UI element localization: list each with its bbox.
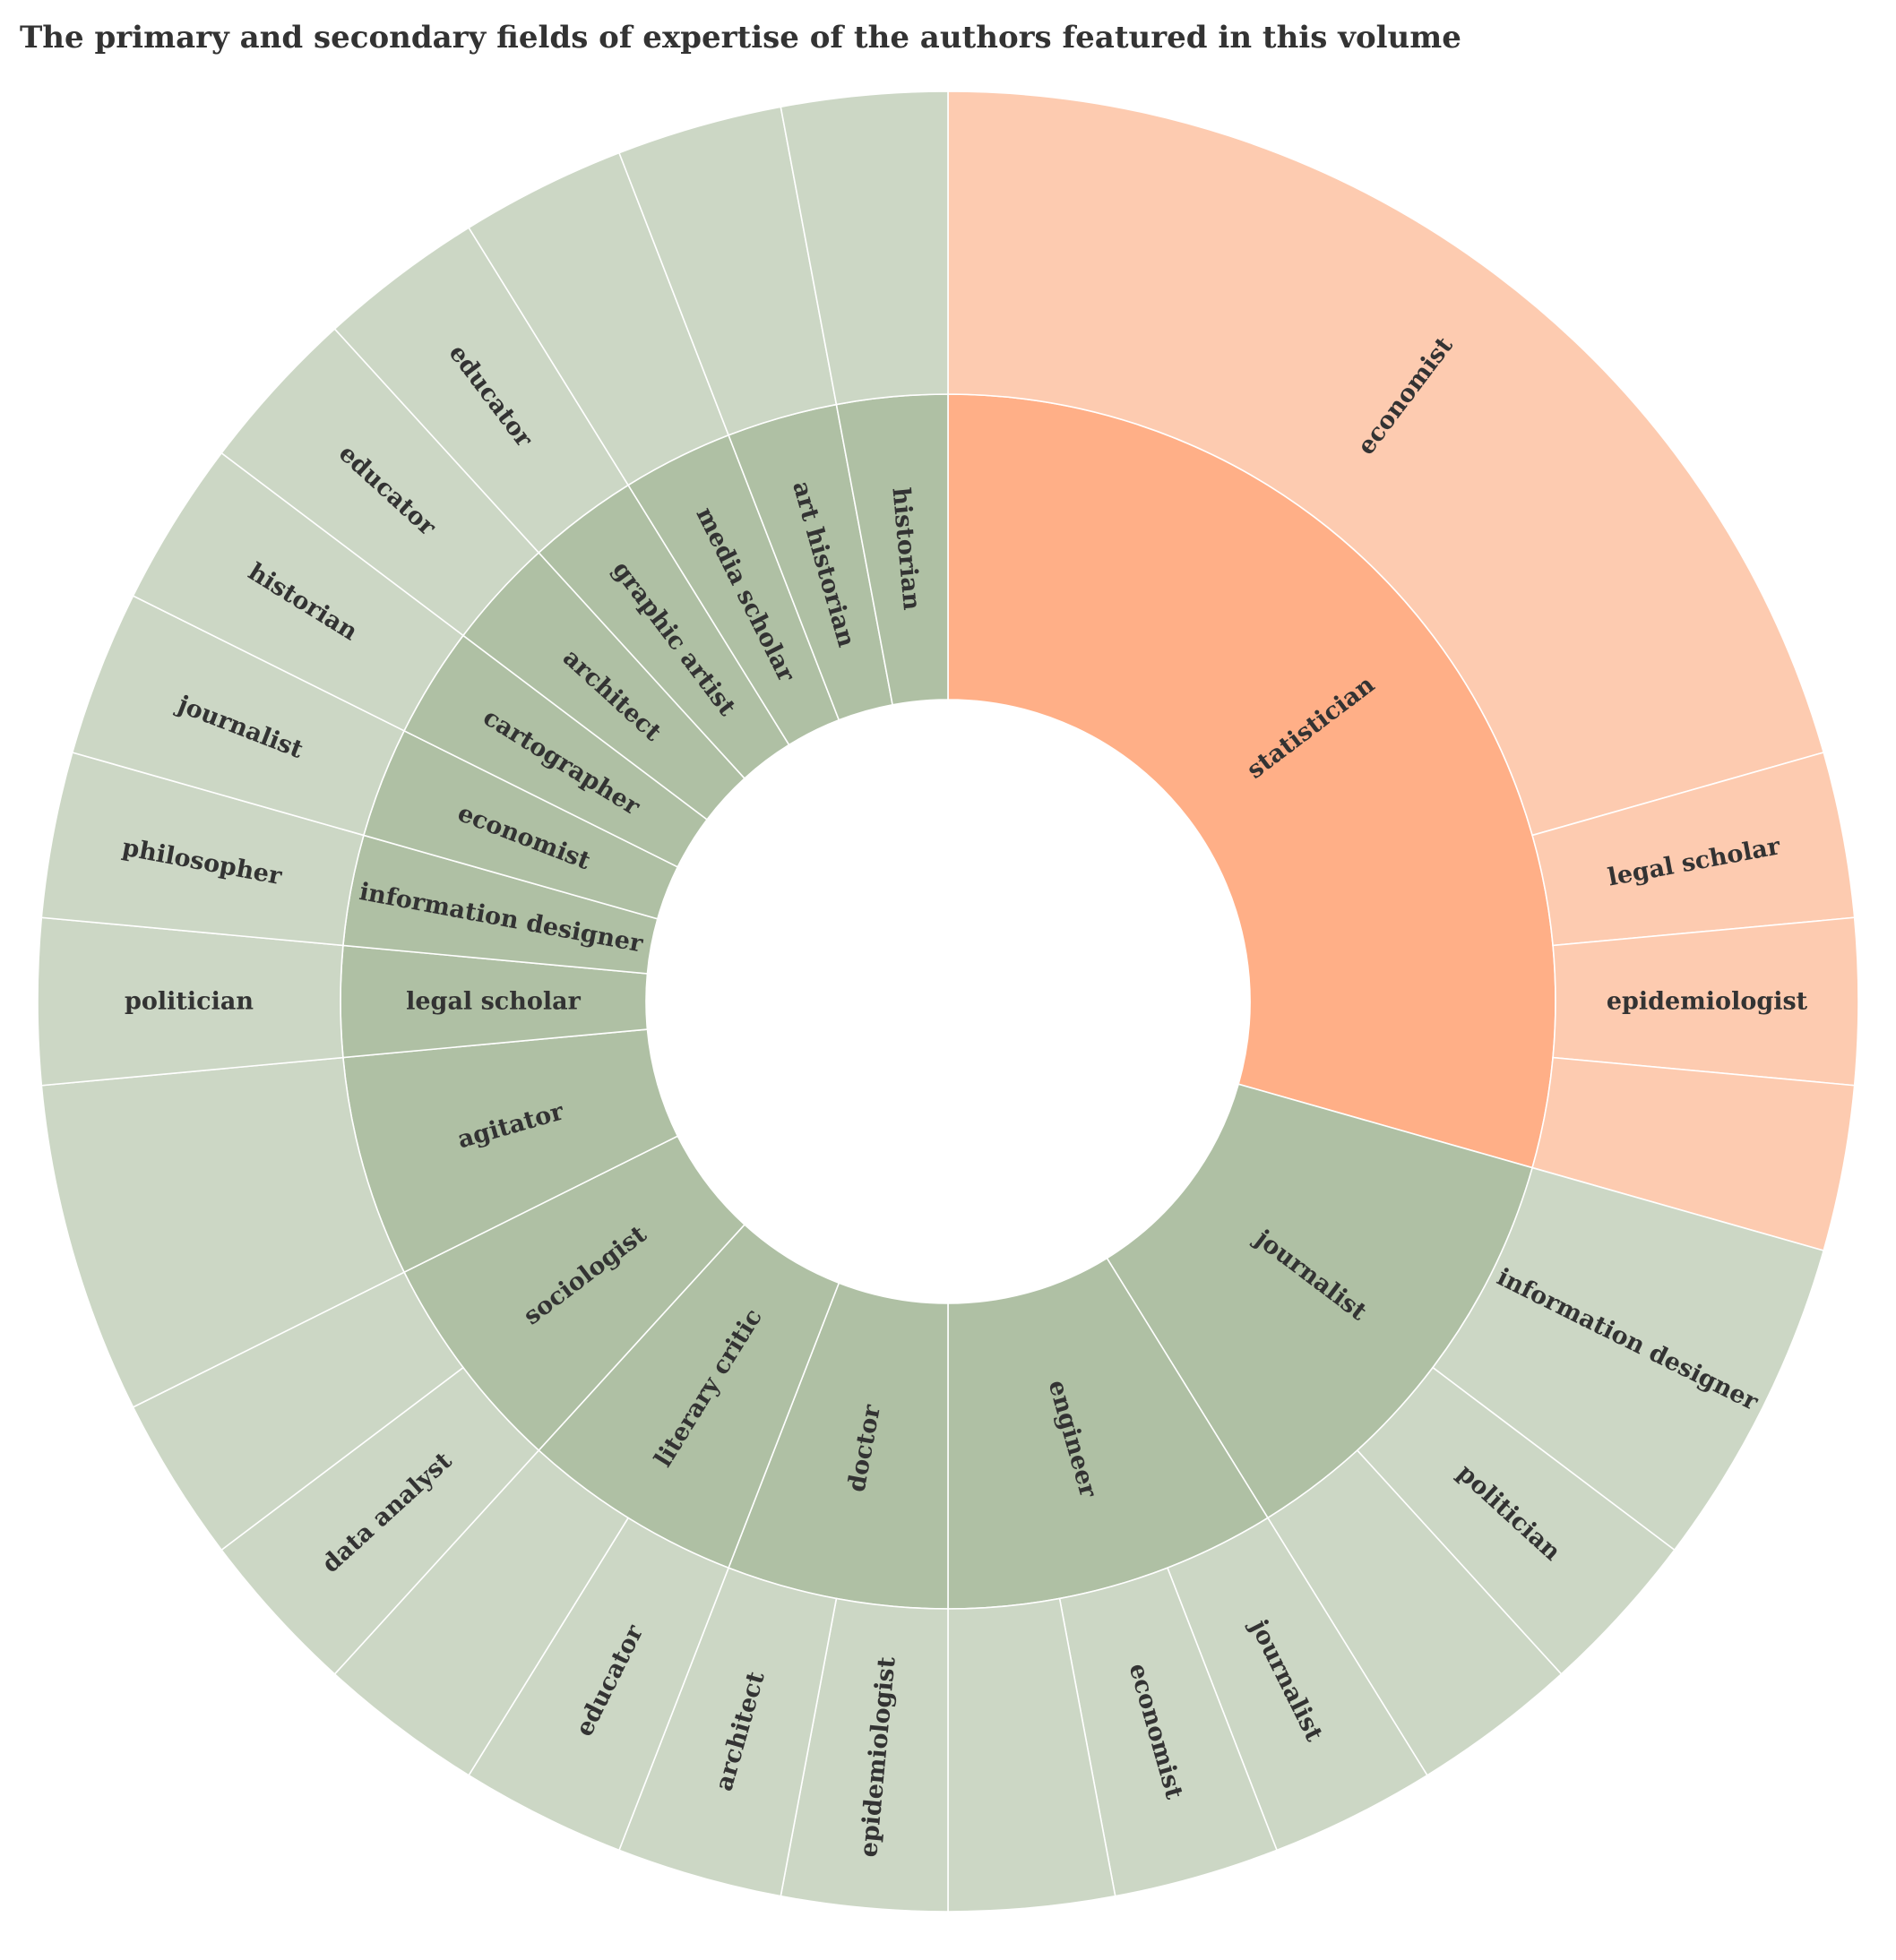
outer-segment-label: epidemiologist: [1607, 988, 1808, 1016]
outer-segment: [947, 90, 1825, 837]
inner-segment-label: legal scholar: [406, 988, 581, 1016]
outer-ring: [37, 90, 1859, 1913]
outer-segment-label: politician: [125, 988, 254, 1016]
chart-title: The primary and secondary fields of expe…: [20, 20, 1461, 56]
inner-ring: [340, 393, 1556, 1610]
outer-segment: [780, 90, 949, 406]
